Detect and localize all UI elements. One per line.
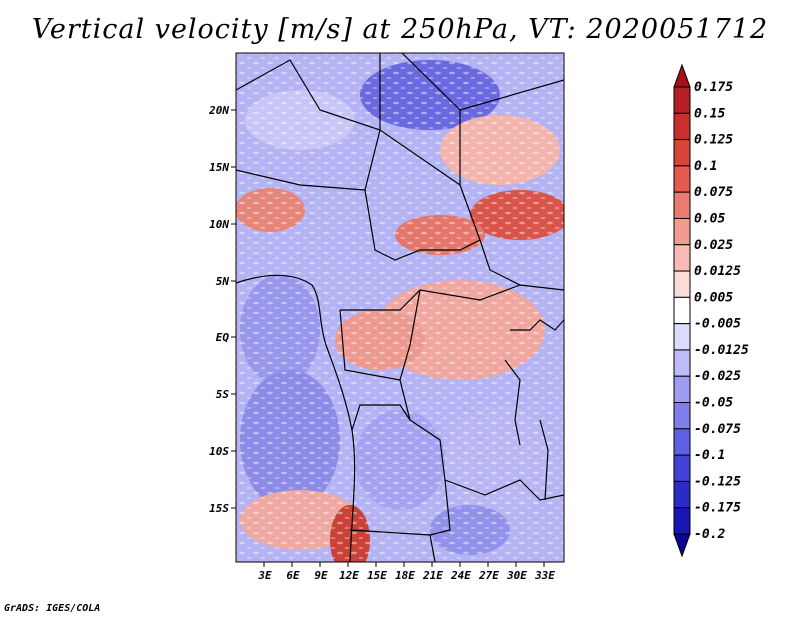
lon-label: 30E — [506, 569, 527, 582]
lon-label: 33E — [534, 569, 555, 582]
country-borders — [236, 53, 564, 562]
colorbar-swatch — [673, 296, 691, 325]
colorbar-swatch — [673, 454, 691, 482]
lat-label: 10N — [209, 218, 229, 231]
colorbar-label: -0.1 — [694, 448, 725, 463]
colorbar-swatch — [673, 139, 691, 167]
colorbar-label: -0.0125 — [694, 343, 749, 358]
map-title: Vertical velocity [m/s] at 250hPa, VT: 2… — [31, 14, 769, 45]
lon-label: 3E — [257, 569, 272, 582]
lat-label: 15S — [209, 502, 229, 515]
lon-label: 18E — [395, 569, 415, 582]
lon-label: 12E — [339, 569, 359, 582]
lon-label: 15E — [367, 569, 387, 582]
lat-label: EQ — [216, 331, 230, 344]
colorbar-label: 0.05 — [694, 211, 725, 226]
lat-ticks — [231, 109, 236, 509]
colorbar-label: 0.075 — [694, 185, 733, 200]
lat-label: 5S — [216, 388, 230, 401]
footer-credit: GrADS: IGES/COLA — [4, 603, 101, 614]
colorbar-label: -0.125 — [694, 474, 741, 489]
colorbar-label: -0.025 — [694, 369, 741, 384]
colorbar-label: 0.1 — [694, 159, 717, 174]
colorbar-label: 0.0125 — [694, 264, 741, 279]
lon-label: 6E — [286, 569, 300, 582]
colorbar-swatch — [673, 244, 691, 272]
colorbar-label: 0.175 — [694, 80, 733, 95]
colorbar-label: -0.005 — [694, 317, 741, 332]
lon-label: 9E — [314, 569, 328, 582]
colorbar-label: -0.2 — [694, 527, 725, 542]
colorbar-label: 0.005 — [694, 290, 733, 305]
colorbar-swatch — [673, 533, 691, 558]
lat-label: 5N — [216, 275, 230, 288]
colorbar-swatch — [673, 86, 691, 114]
colorbar-label: -0.175 — [694, 501, 741, 516]
colorbar-swatch — [673, 480, 691, 509]
colorbar-swatch — [673, 349, 691, 377]
colorbar-swatch — [673, 323, 691, 351]
lon-label: 27E — [478, 569, 499, 582]
colorbar-label: 0.025 — [694, 238, 733, 253]
plot-frame — [235, 52, 565, 563]
colorbar-swatch — [673, 428, 691, 456]
colorbar-label: 0.15 — [694, 106, 725, 121]
lat-label: 15N — [209, 161, 229, 174]
colorbar-swatch — [673, 63, 691, 88]
colorbar-label: -0.05 — [694, 396, 733, 411]
colorbar-swatch — [673, 402, 691, 430]
colorbar-swatch — [673, 112, 691, 141]
colorbar-swatch — [673, 165, 691, 193]
lat-label: 20N — [208, 104, 229, 117]
velocity-field — [236, 53, 564, 562]
colorbar-swatch — [673, 507, 691, 535]
colorbar-swatch — [673, 217, 691, 246]
colorbar-label: -0.075 — [694, 422, 741, 437]
colorbar — [673, 63, 691, 558]
lon-ticks — [263, 562, 545, 567]
colorbar-swatch — [673, 191, 691, 219]
colorbar-swatch — [673, 270, 691, 298]
lon-label: 24E — [450, 569, 471, 582]
lon-label: 21E — [422, 569, 443, 582]
colorbar-label: 0.125 — [694, 133, 733, 148]
colorbar-swatch — [673, 375, 691, 404]
lat-label: 10S — [209, 445, 229, 458]
